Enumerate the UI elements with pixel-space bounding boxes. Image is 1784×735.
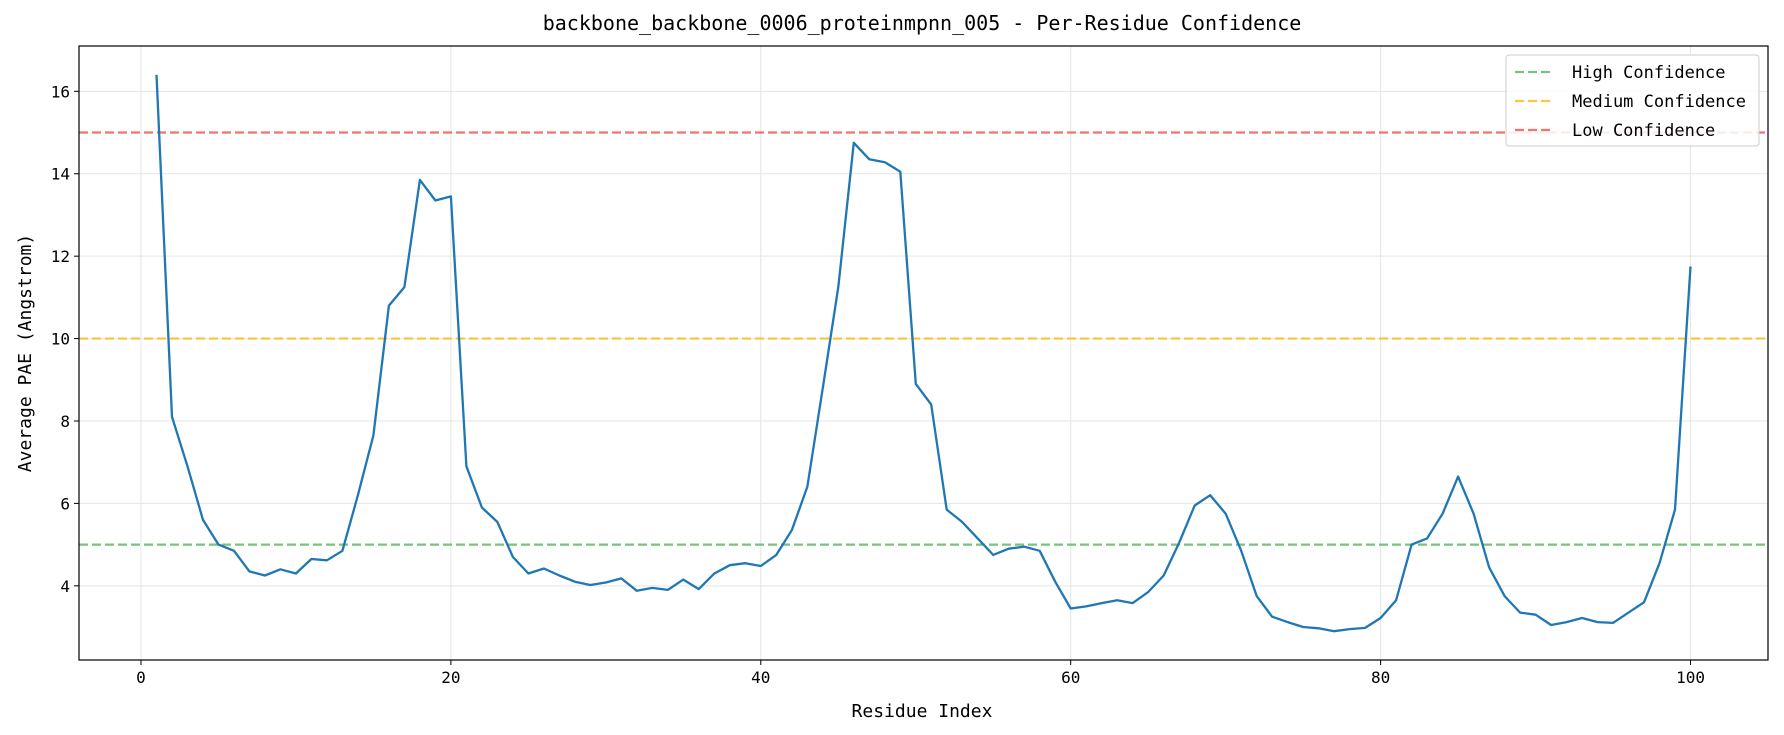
y-tick-label: 6 xyxy=(60,494,70,513)
chart-title: backbone_backbone_0006_proteinmpnn_005 -… xyxy=(543,11,1302,35)
y-tick-label: 12 xyxy=(51,247,70,266)
x-tick-label: 40 xyxy=(751,668,770,687)
legend-label: Medium Confidence xyxy=(1572,92,1746,112)
reference-lines xyxy=(79,131,1768,546)
x-axis-label: Residue Index xyxy=(852,701,993,722)
plot-area-frame xyxy=(78,45,1769,661)
x-axis-ticks: 0 20 40 60 80 100 xyxy=(136,660,1705,687)
x-tick-label: 80 xyxy=(1371,668,1390,687)
y-tick-label: 16 xyxy=(51,82,70,101)
legend-box xyxy=(1505,54,1760,147)
y-tick-label: 10 xyxy=(51,330,70,349)
legend-label: High Confidence xyxy=(1572,63,1726,83)
y-axis-label: Average PAE (Angstrom) xyxy=(15,234,36,472)
legend-label: Low Confidence xyxy=(1572,121,1715,141)
legend-items: High Confidence Medium Confidence Low Conf… xyxy=(1515,63,1746,141)
y-tick-label: 4 xyxy=(60,577,70,596)
legend: High Confidence Medium Confidence Low Conf… xyxy=(1505,54,1760,147)
y-tick-label: 8 xyxy=(60,412,70,431)
x-tick-label: 20 xyxy=(441,668,460,687)
series-layer xyxy=(155,74,1692,633)
y-axis-ticks: 4 6 8 10 12 14 16 xyxy=(51,82,79,596)
x-tick-label: 0 xyxy=(136,668,146,687)
y-tick-label: 14 xyxy=(51,165,70,184)
x-tick-label: 60 xyxy=(1061,668,1080,687)
x-tick-label: 100 xyxy=(1676,668,1705,687)
series-line xyxy=(155,74,1692,633)
